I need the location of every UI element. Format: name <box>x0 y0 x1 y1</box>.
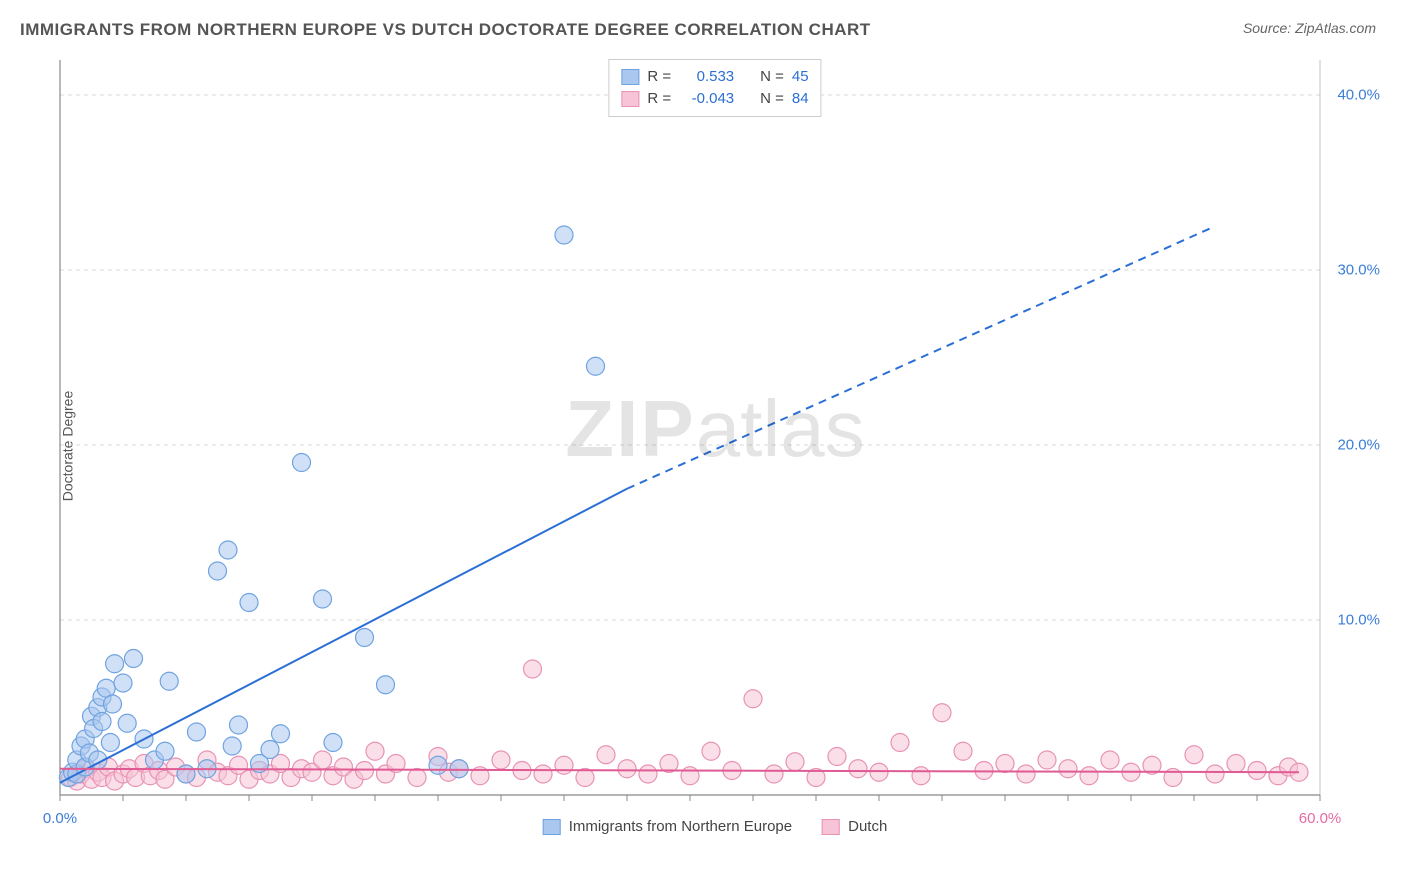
data-point <box>933 704 951 722</box>
data-point <box>209 562 227 580</box>
data-point <box>314 751 332 769</box>
data-point <box>828 748 846 766</box>
data-point <box>765 765 783 783</box>
data-point <box>681 767 699 785</box>
data-point <box>223 737 241 755</box>
legend-item: Dutch <box>822 818 887 835</box>
legend-row: R = -0.043 N = 84 <box>621 88 808 110</box>
trend-line-extrapolated <box>627 226 1215 489</box>
legend-row: R = 0.533 N = 45 <box>621 66 808 88</box>
data-point <box>160 672 178 690</box>
data-point <box>639 765 657 783</box>
data-point <box>1206 765 1224 783</box>
data-point <box>377 676 395 694</box>
chart-title: IMMIGRANTS FROM NORTHERN EUROPE VS DUTCH… <box>20 20 871 40</box>
data-point <box>261 741 279 759</box>
data-point <box>524 660 542 678</box>
data-point <box>106 655 124 673</box>
y-tick-label: 10.0% <box>1337 612 1380 629</box>
data-point <box>104 695 122 713</box>
r-value: 0.533 <box>679 66 734 88</box>
data-point <box>188 723 206 741</box>
data-point <box>272 725 290 743</box>
data-point <box>230 716 248 734</box>
correlation-legend: R = 0.533 N = 45 R = -0.043 N = 84 <box>608 59 821 117</box>
data-point <box>587 357 605 375</box>
data-point <box>786 753 804 771</box>
n-value: 84 <box>792 88 809 110</box>
data-point <box>1038 751 1056 769</box>
plot-area: ZIPatlas R =0.533N =45R =-0.043N =84 Imm… <box>55 55 1375 835</box>
data-point <box>849 760 867 778</box>
data-point <box>618 760 636 778</box>
data-point <box>744 690 762 708</box>
data-point <box>1080 767 1098 785</box>
r-label: R = <box>647 66 671 88</box>
data-point <box>912 767 930 785</box>
data-point <box>1059 760 1077 778</box>
data-point <box>408 769 426 787</box>
scatter-chart <box>55 55 1375 835</box>
series-legend: Immigrants from Northern Europe Dutch <box>543 818 888 835</box>
legend-label: Dutch <box>848 818 887 835</box>
data-point <box>1185 746 1203 764</box>
data-point <box>177 765 195 783</box>
legend-swatch <box>822 819 840 835</box>
data-point <box>996 755 1014 773</box>
n-label: N = <box>760 66 784 88</box>
legend-label: Immigrants from Northern Europe <box>569 818 792 835</box>
legend-swatch <box>543 819 561 835</box>
r-value: -0.043 <box>679 88 734 110</box>
legend-swatch <box>621 91 639 107</box>
data-point <box>324 734 342 752</box>
data-point <box>293 454 311 472</box>
n-value: 45 <box>792 66 809 88</box>
source-attribution: Source: ZipAtlas.com <box>1243 20 1376 36</box>
data-point <box>240 594 258 612</box>
x-tick-label: 0.0% <box>43 810 77 827</box>
r-label: R = <box>647 88 671 110</box>
data-point <box>356 629 374 647</box>
trend-line <box>60 489 627 783</box>
n-label: N = <box>760 88 784 110</box>
data-point <box>702 742 720 760</box>
data-point <box>156 742 174 760</box>
data-point <box>93 713 111 731</box>
y-tick-label: 20.0% <box>1337 437 1380 454</box>
data-point <box>314 590 332 608</box>
y-tick-label: 30.0% <box>1337 262 1380 279</box>
data-point <box>118 714 136 732</box>
data-point <box>125 650 143 668</box>
data-point <box>366 742 384 760</box>
data-point <box>1101 751 1119 769</box>
data-point <box>450 760 468 778</box>
x-tick-label: 60.0% <box>1299 810 1342 827</box>
data-point <box>597 746 615 764</box>
data-point <box>1227 755 1245 773</box>
data-point <box>219 541 237 559</box>
data-point <box>954 742 972 760</box>
data-point <box>555 226 573 244</box>
data-point <box>555 756 573 774</box>
data-point <box>1248 762 1266 780</box>
legend-item: Immigrants from Northern Europe <box>543 818 792 835</box>
data-point <box>101 734 119 752</box>
data-point <box>870 763 888 781</box>
data-point <box>429 756 447 774</box>
data-point <box>891 734 909 752</box>
data-point <box>114 674 132 692</box>
legend-swatch <box>621 69 639 85</box>
data-point <box>1017 765 1035 783</box>
data-point <box>534 765 552 783</box>
y-tick-label: 40.0% <box>1337 87 1380 104</box>
data-point <box>492 751 510 769</box>
